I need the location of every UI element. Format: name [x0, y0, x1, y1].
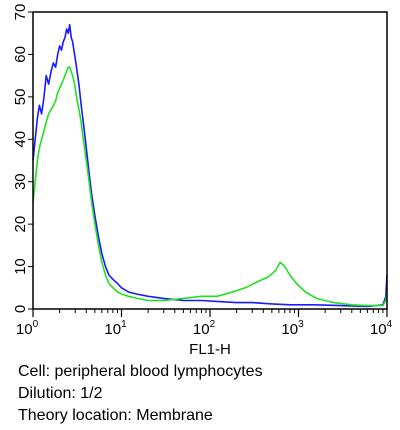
x-axis-ticks: 100 101 102 103 104 — [16, 309, 393, 338]
y-tick-label: 20 — [12, 216, 29, 233]
plot-frame — [32, 11, 388, 310]
caption-dilution: Dilution: 1/2 — [18, 385, 103, 402]
y-tick-label: 40 — [12, 131, 29, 148]
x-tick-label: 103 — [281, 319, 304, 338]
x-tick-label: 104 — [370, 319, 393, 338]
series-line-2 — [32, 66, 388, 307]
caption-location: Theory location: Membrane — [18, 407, 213, 424]
y-tick-label: 30 — [12, 173, 29, 190]
x-tick-label: 102 — [193, 319, 216, 338]
y-tick-label: 10 — [12, 258, 29, 275]
y-tick-label: 60 — [12, 46, 29, 63]
series-lines — [32, 23, 388, 308]
x-tick-label: 100 — [16, 319, 39, 338]
series-line-1 — [32, 23, 388, 308]
y-tick-label: 0 — [12, 305, 29, 313]
y-tick-label: 70 — [12, 4, 29, 21]
caption-cell: Cell: peripheral blood lymphocytes — [18, 363, 263, 380]
x-axis-label: FL1-H — [189, 341, 231, 358]
y-axis-ticks: 0 10 20 30 40 50 60 70 — [12, 4, 33, 313]
y-tick-label: 50 — [12, 89, 29, 106]
x-tick-label: 101 — [104, 319, 127, 338]
flow-histogram-chart: 0 10 20 30 40 50 60 70 100 101 102 103 104 FL1-H — [12, 4, 393, 358]
